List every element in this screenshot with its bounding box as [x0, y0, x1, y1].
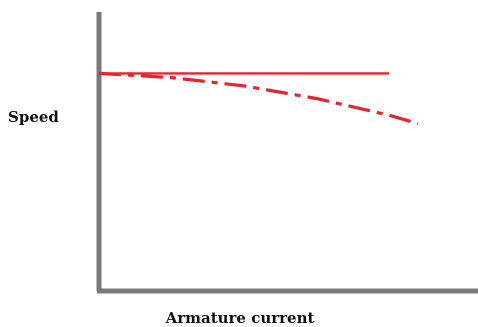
series-layer — [98, 71, 419, 126]
series-dashdot-line — [98, 71, 419, 126]
x-axis-label: Armature current — [165, 309, 315, 327]
y-axis-label: Speed — [8, 108, 59, 126]
